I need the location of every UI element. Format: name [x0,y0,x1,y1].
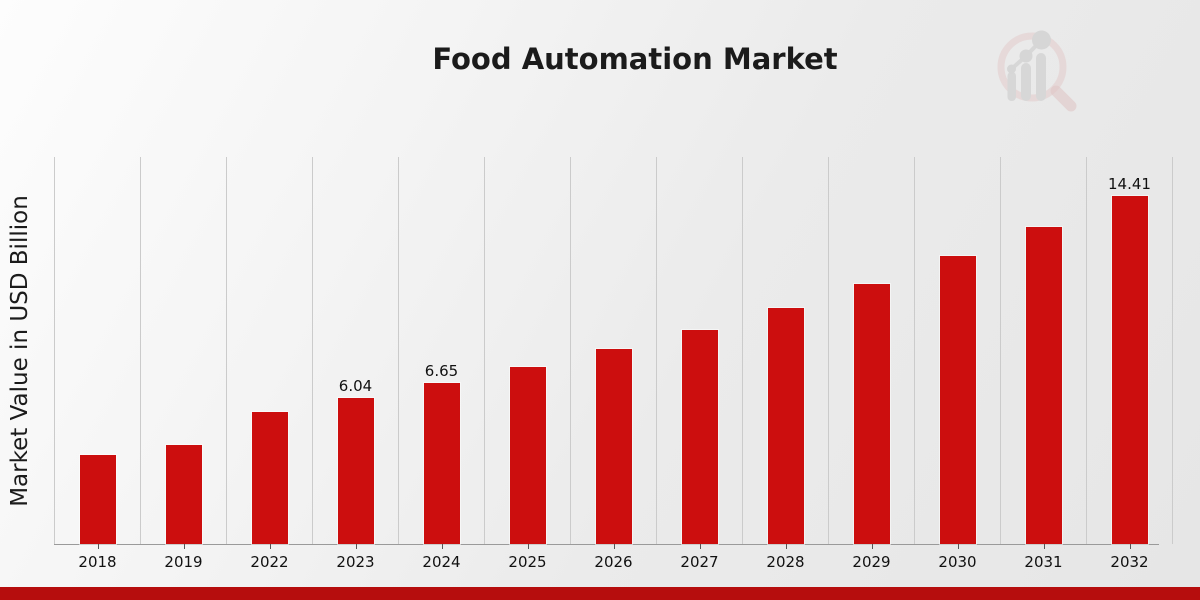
bar-2023 [337,397,374,544]
bar-2026 [595,349,632,544]
bar-2032 [1111,195,1148,544]
x-axis-tick-label-2031: 2031 [1024,553,1063,571]
x-axis-tick [1129,544,1131,549]
chart-column-2025: 2025 [484,157,570,571]
x-axis-tick [957,544,959,549]
x-axis-tick-label-2032: 2032 [1110,553,1149,571]
chart-column-2022: 2022 [226,157,312,571]
bar-2027 [681,329,718,544]
bar-chart-plot-area: 2018 2019 2022 6.04 2023 6.65 2024 2025 2026 2027… [54,157,1173,571]
x-axis-tick-label-2024: 2024 [422,553,461,571]
x-axis-tick-label-2022: 2022 [250,553,289,571]
x-axis-tick-label-2019: 2019 [164,553,203,571]
bar-2019 [165,444,202,544]
chart-column-2018: 2018 [54,157,140,571]
x-axis-tick-label-2030: 2030 [938,553,977,571]
bar-value-label-2024: 6.65 [424,362,459,381]
x-axis-tick [699,544,701,549]
bar-value-label-2032: 14.41 [1108,174,1151,193]
bar-2029 [853,283,890,544]
x-axis-tick [355,544,357,549]
bar-2025 [509,366,546,544]
footer-accent-bar [0,587,1200,600]
y-axis-label: Market Value in USD Billion [7,195,33,507]
chart-column-2024: 6.65 2024 [398,157,484,571]
x-axis-tick [183,544,185,549]
x-axis-tick-label-2026: 2026 [594,553,633,571]
bar-2018 [79,454,116,544]
x-axis-tick-label-2029: 2029 [852,553,891,571]
x-axis-tick [97,544,99,549]
chart-column-2026: 2026 [570,157,656,571]
bar-2028 [767,307,804,544]
bar-2024 [423,383,460,544]
chart-column-2032: 14.41 2032 [1086,157,1173,571]
x-axis-tick-label-2025: 2025 [508,553,547,571]
x-axis-tick [269,544,271,549]
x-axis-tick [527,544,529,549]
bar-2031 [1025,227,1062,544]
x-axis-tick [1043,544,1045,549]
chart-column-2030: 2030 [914,157,1000,571]
bar-2030 [939,256,976,544]
chart-title: Food Automation Market [432,42,838,76]
x-axis-tick [613,544,615,549]
chart-column-2023: 6.04 2023 [312,157,398,571]
x-axis-tick-label-2023: 2023 [336,553,375,571]
chart-column-2019: 2019 [140,157,226,571]
x-axis-tick-label-2018: 2018 [78,553,117,571]
chart-column-2031: 2031 [1000,157,1086,571]
x-axis-tick [441,544,443,549]
x-axis-tick-label-2028: 2028 [766,553,805,571]
bar-value-label-2023: 6.04 [338,376,373,395]
bar-2022 [251,411,288,544]
x-axis-tick-label-2027: 2027 [680,553,719,571]
chart-column-2028: 2028 [742,157,828,571]
chart-column-2029: 2029 [828,157,914,571]
magnifier-bar-chart-logo-icon [997,30,1077,112]
x-axis-tick [871,544,873,549]
x-axis-tick [785,544,787,549]
chart-column-2027: 2027 [656,157,742,571]
